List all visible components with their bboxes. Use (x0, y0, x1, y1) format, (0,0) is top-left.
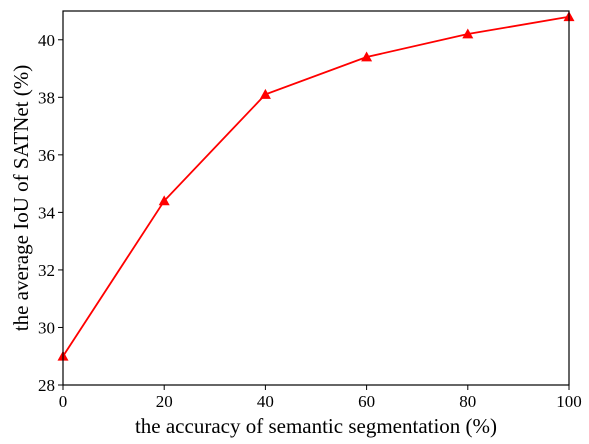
y-tick-label: 32 (38, 261, 55, 280)
x-tick-label: 80 (459, 392, 476, 411)
y-tick-label: 34 (38, 203, 56, 222)
x-axis-label: the accuracy of semantic segmentation (%… (135, 414, 497, 438)
ticks-layer: 0 20 40 60 80 100 28 30 32 34 36 38 40 (38, 31, 582, 411)
x-tick-label: 0 (59, 392, 68, 411)
series-line (62, 15, 570, 357)
x-tick-label: 100 (556, 392, 582, 411)
y-tick-label: 38 (38, 88, 55, 107)
y-tick-label: 28 (38, 376, 55, 395)
y-tick-label: 30 (38, 318, 55, 337)
data-point (462, 28, 474, 39)
data-point (361, 51, 373, 62)
plot-area-frame (62, 10, 570, 386)
x-tick-label: 60 (358, 392, 375, 411)
series-layer (57, 11, 575, 361)
x-tick-label: 20 (156, 392, 173, 411)
data-point (259, 88, 271, 99)
x-tick-label: 40 (257, 392, 274, 411)
data-point (158, 195, 170, 206)
y-tick-label: 36 (38, 146, 55, 165)
y-tick-label: 40 (38, 31, 55, 50)
y-axis-label: the average IoU of SATNet (%) (9, 65, 33, 331)
